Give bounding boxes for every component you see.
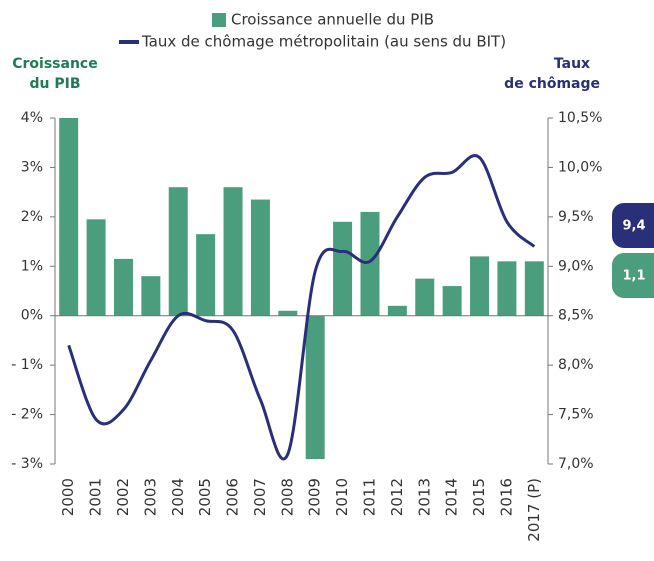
y-tick-label: 2% [21, 209, 43, 225]
x-tick-label: 2000 [59, 478, 77, 516]
bar [168, 187, 188, 316]
x-tick-label: 2009 [306, 478, 324, 516]
y-tick-label: 3% [21, 159, 43, 175]
y2-axis-title: Taux [554, 56, 590, 72]
bar [86, 219, 106, 316]
x-tick-label: 2006 [224, 478, 242, 516]
badge [612, 203, 654, 248]
bar [305, 315, 325, 460]
bar [387, 305, 407, 316]
y2-tick-label: 8,0% [558, 357, 594, 373]
legend-swatch [119, 40, 139, 44]
badge-label: 9,4 [622, 219, 645, 234]
bar [524, 261, 544, 316]
x-tick-label: 2017 (P) [525, 478, 543, 542]
legend-label: Croissance annuelle du PIB [231, 11, 434, 29]
x-tick-label: 2011 [360, 478, 378, 516]
y2-tick-label: 9,5% [558, 209, 594, 225]
y2-axis-title: de chômage [504, 76, 600, 92]
y2-tick-label: 8,5% [558, 308, 594, 324]
bar [415, 278, 435, 316]
x-tick-label: 2007 [251, 478, 269, 516]
y-axis-title: du PIB [29, 76, 80, 92]
x-tick-label: 2003 [141, 478, 159, 516]
x-tick-label: 2013 [415, 478, 433, 516]
bar [59, 118, 79, 316]
x-tick-label: 2008 [278, 478, 296, 516]
bar [141, 276, 161, 316]
badge-label: 1,1 [622, 269, 645, 284]
x-tick-label: 2002 [114, 478, 132, 516]
x-tick-label: 2004 [169, 478, 187, 516]
badge [612, 253, 654, 298]
y2-tick-label: 7,5% [558, 407, 594, 423]
y-tick-label: 1% [21, 258, 43, 274]
bar [196, 234, 216, 316]
y2-tick-label: 7,0% [558, 456, 594, 472]
bar [223, 187, 243, 316]
y2-tick-label: 9,0% [558, 258, 594, 274]
legend-swatch [212, 13, 226, 27]
y-axis-title: Croissance [12, 56, 97, 72]
y-tick-label: - 1% [11, 357, 43, 373]
x-tick-label: 2010 [333, 478, 351, 516]
bar [470, 256, 490, 316]
x-tick-label: 2015 [470, 478, 488, 516]
bar [250, 199, 270, 316]
line [67, 154, 536, 461]
legend-label: Taux de chômage métropolitain (au sens d… [141, 33, 506, 51]
bar [442, 286, 462, 316]
y2-tick-label: 10,5% [558, 110, 602, 126]
bar [497, 261, 517, 316]
bar [360, 211, 380, 316]
bar [113, 258, 133, 316]
y2-tick-label: 10,0% [558, 159, 602, 175]
x-tick-label: 2005 [196, 478, 214, 516]
y-tick-label: 4% [21, 110, 43, 126]
x-tick-label: 2014 [443, 478, 461, 516]
x-tick-label: 2012 [388, 478, 406, 516]
x-tick-label: 2001 [87, 478, 105, 516]
bar [278, 310, 298, 316]
y-tick-label: 0% [21, 308, 43, 324]
y-tick-label: - 3% [11, 456, 43, 472]
y-tick-label: - 2% [11, 407, 43, 423]
bar [333, 221, 353, 316]
x-tick-label: 2016 [497, 478, 515, 516]
